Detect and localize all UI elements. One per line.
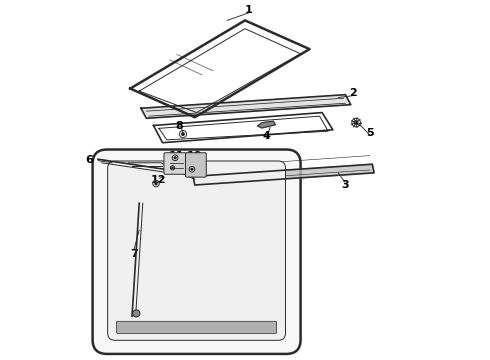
- Polygon shape: [258, 121, 275, 128]
- Text: 10: 10: [186, 150, 202, 161]
- Text: 1: 1: [245, 5, 252, 15]
- FancyBboxPatch shape: [186, 153, 206, 177]
- Text: 2: 2: [349, 88, 356, 98]
- Text: 5: 5: [366, 128, 373, 138]
- Text: 6: 6: [85, 155, 93, 165]
- Polygon shape: [193, 164, 374, 185]
- FancyBboxPatch shape: [93, 149, 300, 354]
- FancyBboxPatch shape: [164, 153, 187, 174]
- Text: 8: 8: [176, 121, 184, 131]
- Circle shape: [155, 183, 157, 185]
- Circle shape: [133, 310, 140, 317]
- Text: 3: 3: [341, 180, 348, 190]
- Circle shape: [174, 157, 176, 159]
- Circle shape: [172, 167, 173, 168]
- Circle shape: [354, 121, 358, 125]
- Polygon shape: [141, 95, 351, 118]
- FancyBboxPatch shape: [117, 321, 276, 333]
- Text: 4: 4: [263, 131, 270, 141]
- Text: 9: 9: [199, 168, 207, 178]
- Circle shape: [182, 133, 184, 135]
- Circle shape: [191, 168, 193, 170]
- Text: 12: 12: [150, 175, 166, 185]
- FancyBboxPatch shape: [108, 161, 286, 340]
- Text: 11: 11: [169, 150, 184, 161]
- Text: 7: 7: [130, 248, 138, 258]
